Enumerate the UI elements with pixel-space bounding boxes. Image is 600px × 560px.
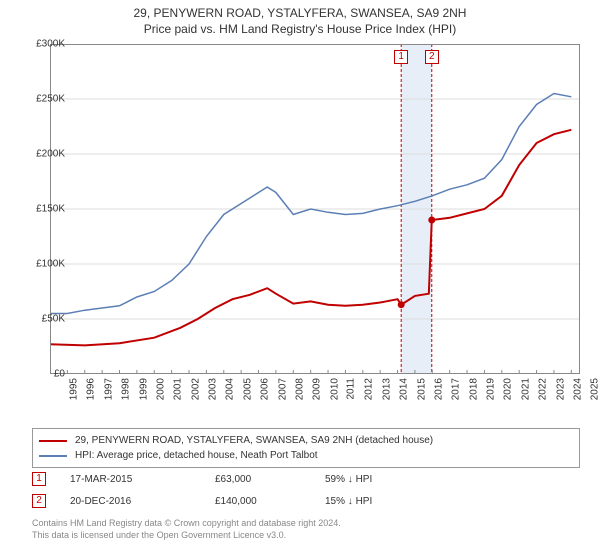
x-tick-label: 2019: [485, 378, 496, 400]
sales-price: £63,000: [215, 474, 325, 485]
title-main: 29, PENYWERN ROAD, YSTALYFERA, SWANSEA, …: [0, 6, 600, 20]
y-tick-label: £100K: [20, 259, 65, 270]
x-tick-label: 2022: [537, 378, 548, 400]
x-tick-label: 2005: [242, 378, 253, 400]
title-sub: Price paid vs. HM Land Registry's House …: [0, 22, 600, 36]
legend-row: 29, PENYWERN ROAD, YSTALYFERA, SWANSEA, …: [39, 433, 573, 448]
x-tick-label: 1999: [138, 378, 149, 400]
footer: Contains HM Land Registry data © Crown c…: [32, 518, 580, 541]
sales-table: 1 17-MAR-2015£63,00059% ↓ HPI 2 20-DEC-2016…: [32, 468, 580, 512]
sales-diff: 59% ↓ HPI: [325, 474, 445, 485]
chart-svg: [50, 44, 580, 374]
x-tick-label: 2007: [277, 378, 288, 400]
sales-idx: 2: [32, 494, 46, 508]
x-tick-label: 1997: [103, 378, 114, 400]
x-tick-label: 2017: [451, 378, 462, 400]
legend-label: 29, PENYWERN ROAD, YSTALYFERA, SWANSEA, …: [75, 435, 433, 446]
sales-row: 1 17-MAR-2015£63,00059% ↓ HPI: [32, 468, 580, 490]
sales-price: £140,000: [215, 496, 325, 507]
sales-date: 20-DEC-2016: [70, 496, 215, 507]
y-tick-label: £0: [20, 369, 65, 380]
x-tick-label: 2012: [364, 378, 375, 400]
footer-line2: This data is licensed under the Open Gov…: [32, 530, 580, 542]
x-tick-label: 2023: [555, 378, 566, 400]
y-tick-label: £50K: [20, 314, 65, 325]
x-tick-label: 2018: [468, 378, 479, 400]
y-tick-label: £250K: [20, 94, 65, 105]
x-tick-label: 2020: [503, 378, 514, 400]
x-tick-label: 1995: [68, 378, 79, 400]
chart-area: [50, 44, 580, 374]
x-tick-label: 2000: [155, 378, 166, 400]
legend-box: 29, PENYWERN ROAD, YSTALYFERA, SWANSEA, …: [32, 428, 580, 468]
marker-label: 1: [394, 50, 408, 64]
y-tick-label: £150K: [20, 204, 65, 215]
title-block: 29, PENYWERN ROAD, YSTALYFERA, SWANSEA, …: [0, 0, 600, 38]
x-tick-label: 2015: [416, 378, 427, 400]
x-tick-label: 2004: [225, 378, 236, 400]
x-tick-label: 2008: [294, 378, 305, 400]
legend-swatch: [39, 455, 67, 457]
sales-diff: 15% ↓ HPI: [325, 496, 445, 507]
legend-swatch: [39, 440, 67, 442]
legend-row: HPI: Average price, detached house, Neat…: [39, 448, 573, 463]
x-tick-label: 1998: [120, 378, 131, 400]
footer-line1: Contains HM Land Registry data © Crown c…: [32, 518, 580, 530]
x-tick-label: 1996: [86, 378, 97, 400]
legend-label: HPI: Average price, detached house, Neat…: [75, 450, 318, 461]
sales-date: 17-MAR-2015: [70, 474, 215, 485]
sales-idx: 1: [32, 472, 46, 486]
x-tick-label: 2011: [346, 378, 357, 400]
y-tick-label: £200K: [20, 149, 65, 160]
x-tick-label: 2002: [190, 378, 201, 400]
y-tick-label: £300K: [20, 39, 65, 50]
x-tick-label: 2014: [398, 378, 409, 400]
x-tick-label: 2013: [381, 378, 392, 400]
sales-row: 2 20-DEC-2016£140,00015% ↓ HPI: [32, 490, 580, 512]
x-tick-label: 2021: [520, 378, 531, 400]
chart-container: 29, PENYWERN ROAD, YSTALYFERA, SWANSEA, …: [0, 0, 600, 560]
x-tick-label: 2024: [572, 378, 583, 400]
marker-label: 2: [425, 50, 439, 64]
x-tick-label: 2001: [173, 378, 184, 400]
x-tick-label: 2016: [433, 378, 444, 400]
x-tick-label: 2025: [590, 378, 600, 400]
x-tick-label: 2006: [259, 378, 270, 400]
x-tick-label: 2010: [329, 378, 340, 400]
x-tick-label: 2003: [207, 378, 218, 400]
x-tick-label: 2009: [312, 378, 323, 400]
